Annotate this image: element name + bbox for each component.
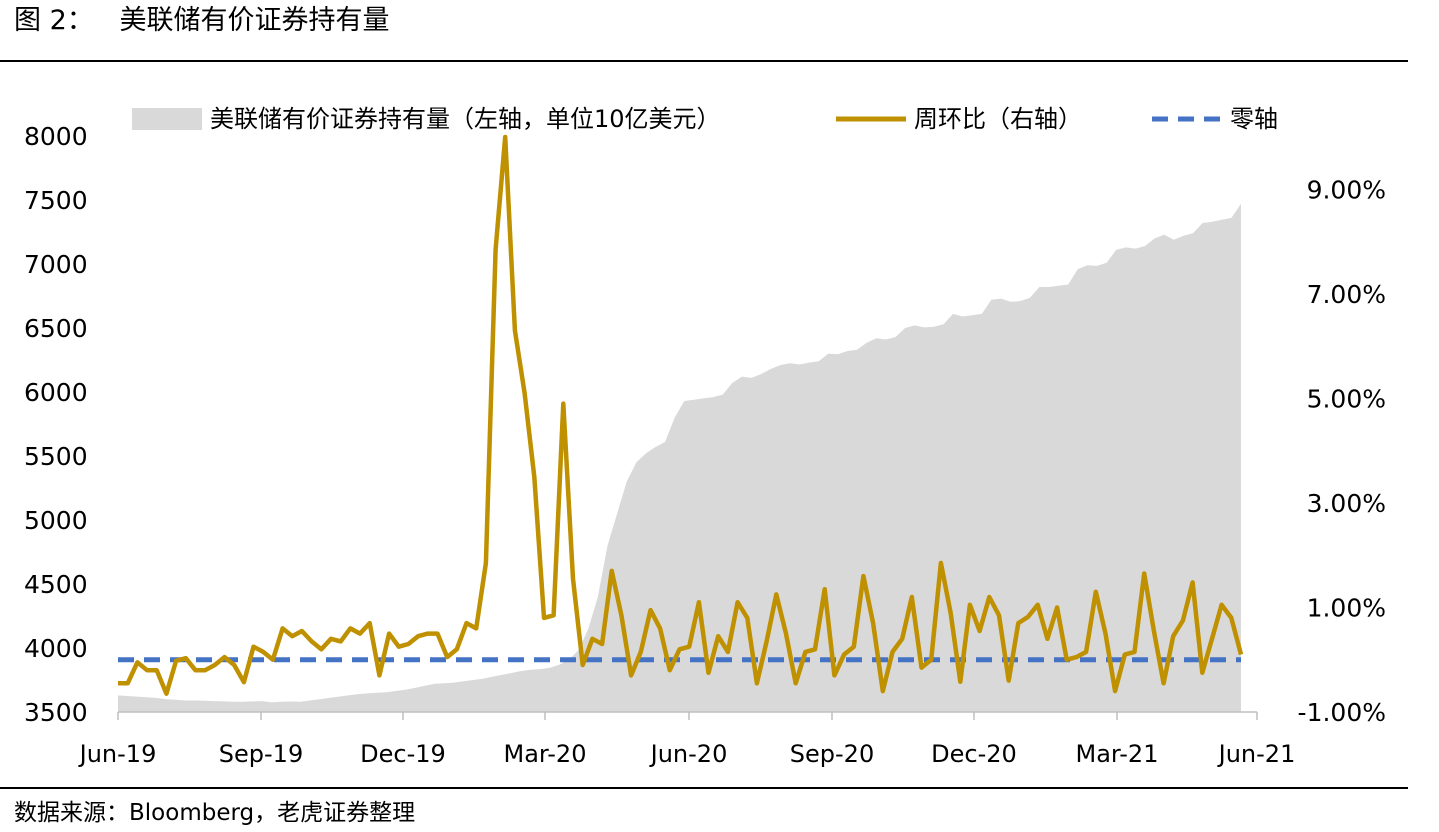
bottom-rule xyxy=(0,787,1408,789)
holdings-area xyxy=(118,203,1241,713)
x-tick-label: Jun-20 xyxy=(649,740,728,768)
x-tick-label: Dec-19 xyxy=(360,740,446,768)
left-tick-label: 5500 xyxy=(24,442,88,471)
left-tick-label: 6500 xyxy=(24,314,88,343)
x-tick-label: Mar-21 xyxy=(1076,740,1159,768)
right-tick-label: -1.00% xyxy=(1298,698,1386,727)
legend: 美联储有价证券持有量（左轴，单位10亿美元） 周环比（右轴） 零轴 xyxy=(132,105,1278,133)
x-tick-label: Jun-19 xyxy=(78,740,157,768)
left-tick-label: 4500 xyxy=(24,570,88,599)
x-tick-label: Sep-20 xyxy=(790,740,874,768)
x-tick-label: Sep-19 xyxy=(219,740,303,768)
left-tick-label: 5000 xyxy=(24,506,88,535)
legend-zero-label: 零轴 xyxy=(1230,105,1278,133)
legend-area-swatch xyxy=(132,108,202,130)
axes: Jun-19 Sep-19 Dec-19 Mar-20 Jun-20 Sep-20 Dec-… xyxy=(24,122,1386,768)
left-tick-label: 8000 xyxy=(24,122,88,151)
left-tick-label: 3500 xyxy=(24,698,88,727)
holdings-area-layer xyxy=(118,203,1241,713)
wow-line-layer xyxy=(118,134,1244,696)
wow-line xyxy=(118,134,1244,696)
top-rule xyxy=(0,60,1408,62)
legend-area-label: 美联储有价证券持有量（左轴，单位10亿美元） xyxy=(210,105,721,133)
right-tick-label: 9.00% xyxy=(1307,175,1386,204)
left-tick-label: 6000 xyxy=(24,378,88,407)
left-tick-label: 7000 xyxy=(24,250,88,279)
x-tick-label: Mar-20 xyxy=(504,740,587,768)
right-tick-label: 7.00% xyxy=(1307,280,1386,309)
x-tick-label: Jun-21 xyxy=(1217,740,1296,768)
legend-line-label: 周环比（右轴） xyxy=(914,105,1082,133)
source-note: 数据来源：Bloomberg，老虎证券整理 xyxy=(14,800,416,826)
right-tick-label: 3.00% xyxy=(1307,489,1386,518)
right-tick-label: 1.00% xyxy=(1307,593,1386,622)
x-tick-label: Dec-20 xyxy=(931,740,1017,768)
right-tick-label: 5.00% xyxy=(1307,384,1386,413)
left-tick-label: 7500 xyxy=(24,186,88,215)
figure-title: 图 2： 美联储有价证券持有量 xyxy=(14,5,390,36)
left-tick-label: 4000 xyxy=(24,634,88,663)
